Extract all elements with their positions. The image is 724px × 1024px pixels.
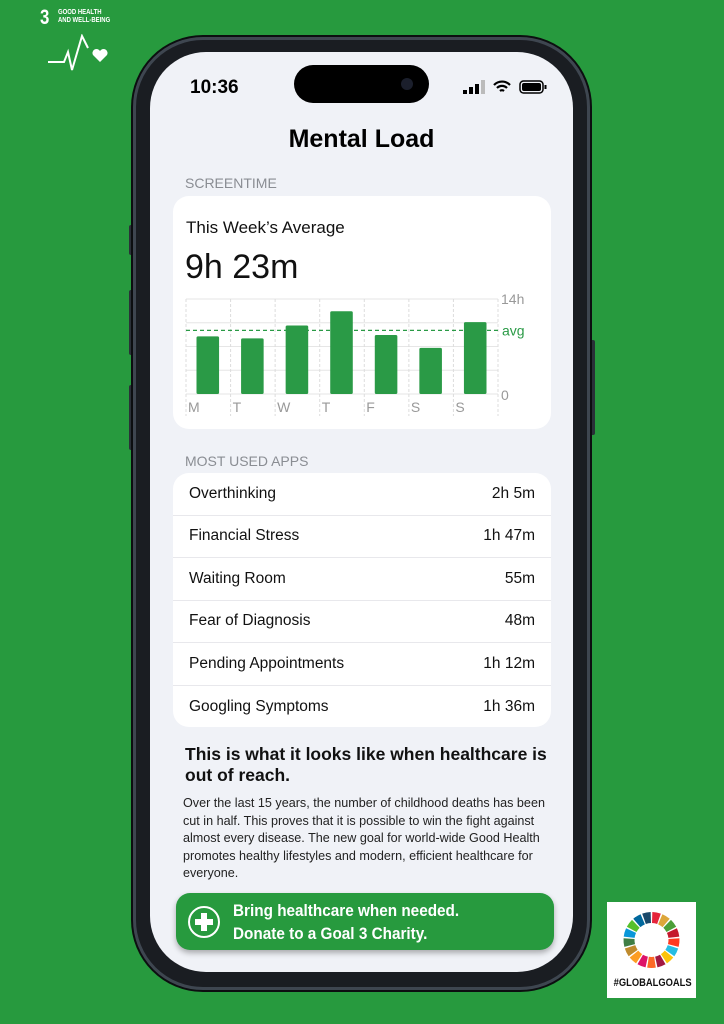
- wheel-segment: [647, 956, 656, 968]
- wheel-segment: [642, 912, 651, 924]
- wheel-segment: [623, 938, 636, 947]
- wheel-segment: [624, 945, 638, 957]
- sdg-title: GOOD HEALTH AND WELL-BEING: [58, 9, 111, 24]
- message-heading: This is what it looks like when healthca…: [185, 744, 547, 785]
- page-title: Mental Load: [288, 125, 435, 153]
- apps-list: Overthinking 2h 5m Financial Stress 1h 47m W…: [173, 473, 551, 727]
- x-tick-label: S: [411, 399, 420, 415]
- status-icons: [463, 80, 547, 94]
- bar: [196, 336, 220, 394]
- global-goals-label: #GLOBALGOALS: [613, 977, 692, 989]
- section-label-apps: MOST USED APPS: [185, 453, 309, 469]
- app-row[interactable]: Waiting Room 55m: [173, 558, 551, 601]
- signal-icon: [463, 80, 485, 94]
- app-row[interactable]: Financial Stress 1h 47m: [173, 516, 551, 558]
- wheel-segment: [667, 938, 680, 947]
- wheel-segment: [629, 950, 643, 964]
- sdg-number: 3: [40, 6, 50, 29]
- wheel-segment: [637, 954, 648, 968]
- app-time: 2h 5m: [491, 484, 535, 502]
- wheel-segment: [626, 919, 640, 932]
- y-tick-label: 0: [501, 387, 509, 403]
- x-tick-label: T: [322, 399, 331, 415]
- plus-circle-icon: [188, 905, 220, 938]
- app-time: 1h 47m: [483, 527, 535, 545]
- average-value: 9h 23m: [185, 248, 299, 286]
- bar: [285, 325, 309, 394]
- wheel-segment: [652, 912, 661, 924]
- camera-icon: [401, 78, 413, 90]
- app-time: 1h 36m: [483, 697, 535, 715]
- status-time: 10:36: [190, 77, 239, 98]
- avg-label: avg: [502, 322, 525, 338]
- wheel-segment: [665, 945, 679, 957]
- x-tick-label: W: [277, 399, 291, 415]
- phone-screen: 10:36 Mental Load SCREENTIME This Week’s…: [150, 52, 573, 972]
- bar: [241, 338, 264, 394]
- app-name: Overthinking: [189, 484, 277, 502]
- app-row[interactable]: Fear of Diagnosis 48m: [173, 601, 551, 643]
- app-name: Googling Symptoms: [189, 697, 329, 715]
- app-time: 48m: [504, 612, 535, 630]
- wheel-segment: [660, 950, 674, 964]
- card-title: This Week’s Average: [186, 218, 345, 237]
- donate-button[interactable]: Bring healthcare when needed. Donate to a…: [176, 893, 554, 950]
- bar: [463, 322, 487, 394]
- wheel-segment: [666, 928, 680, 938]
- section-label-screentime: SCREENTIME: [185, 175, 277, 191]
- dynamic-island: [294, 65, 429, 103]
- y-tick-label: 14h: [501, 291, 524, 307]
- app-name: Pending Appointments: [189, 654, 345, 672]
- bar: [374, 334, 398, 394]
- app-time: 1h 12m: [483, 654, 535, 672]
- app-row[interactable]: Overthinking 2h 5m: [173, 473, 551, 516]
- wifi-icon: [493, 80, 511, 92]
- wheel-segment: [658, 914, 670, 928]
- x-tick-label: T: [233, 399, 242, 415]
- bar: [330, 311, 353, 394]
- wheel-segment: [623, 928, 637, 938]
- donate-text: Bring healthcare when needed. Donate to a…: [233, 900, 460, 943]
- sdg-wheel-icon: [623, 912, 680, 968]
- global-goals-logo: #GLOBALGOALS: [607, 902, 696, 998]
- app-row[interactable]: Googling Symptoms 1h 36m: [173, 686, 551, 728]
- wheel-segment: [633, 914, 645, 928]
- battery-full-icon: [519, 80, 547, 94]
- bar: [419, 347, 442, 394]
- x-tick-label: M: [188, 399, 200, 415]
- app-name: Financial Stress: [189, 527, 300, 545]
- app-time: 55m: [504, 569, 535, 587]
- x-tick-label: F: [366, 399, 375, 415]
- x-tick-label: S: [455, 399, 464, 415]
- wheel-segment: [663, 919, 677, 932]
- message-body: Over the last 15 years, the number of ch…: [183, 796, 545, 880]
- wheel-segment: [655, 954, 666, 968]
- app-name: Waiting Room: [189, 569, 286, 587]
- app-row[interactable]: Pending Appointments 1h 12m: [173, 643, 551, 686]
- heartbeat-icon: [48, 34, 108, 71]
- app-name: Fear of Diagnosis: [189, 612, 311, 630]
